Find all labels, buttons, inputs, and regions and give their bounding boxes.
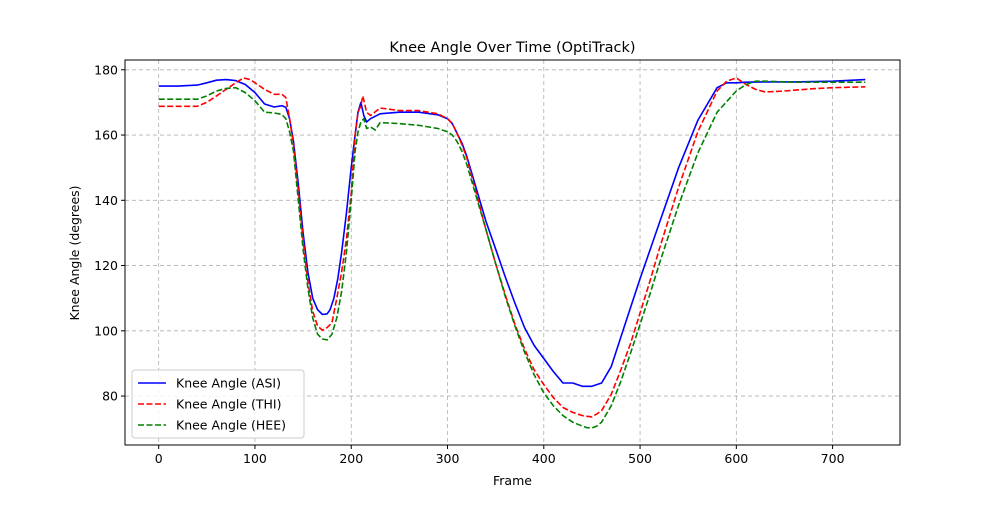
x-tick-label: 100 (243, 451, 267, 466)
x-tick-label: 200 (339, 451, 363, 466)
chart-title: Knee Angle Over Time (OptiTrack) (389, 40, 635, 56)
x-tick-label: 0 (155, 451, 163, 466)
legend-entry-label: Knee Angle (ASI) (176, 376, 281, 391)
y-tick-label: 160 (94, 128, 118, 143)
y-tick-label: 140 (94, 193, 118, 208)
x-tick-label: 400 (532, 451, 556, 466)
plot-area-frame (124, 59, 901, 446)
x-tick-label: 600 (724, 451, 748, 466)
y-tick-label: 180 (94, 62, 118, 77)
x-tick-label: 300 (436, 451, 460, 466)
x-axis-ticks: 0 100 200 300 400 500 600 700 (155, 445, 845, 466)
legend-entry-label: Knee Angle (HEE) (176, 418, 286, 433)
x-tick-label: 500 (628, 451, 652, 466)
y-tick-label: 100 (94, 323, 118, 338)
y-axis-ticks: 80 100 120 140 160 180 (94, 62, 125, 404)
series-line-2 (158, 77, 866, 418)
series-line-3 (158, 80, 866, 429)
legend-entry-label: Knee Angle (THI) (176, 397, 282, 412)
x-tick-label: 700 (821, 451, 845, 466)
series-line-1 (158, 78, 866, 388)
series-lines (158, 77, 866, 429)
y-axis-label: Knee Angle (degrees) (67, 185, 82, 320)
y-tick-label: 120 (94, 258, 118, 273)
legend-box (131, 369, 305, 439)
x-axis-label: Frame (493, 473, 532, 488)
y-tick-label: 80 (102, 389, 118, 404)
legend: Knee Angle (ASI) Knee Angle (THI) Knee Ang… (131, 369, 305, 439)
